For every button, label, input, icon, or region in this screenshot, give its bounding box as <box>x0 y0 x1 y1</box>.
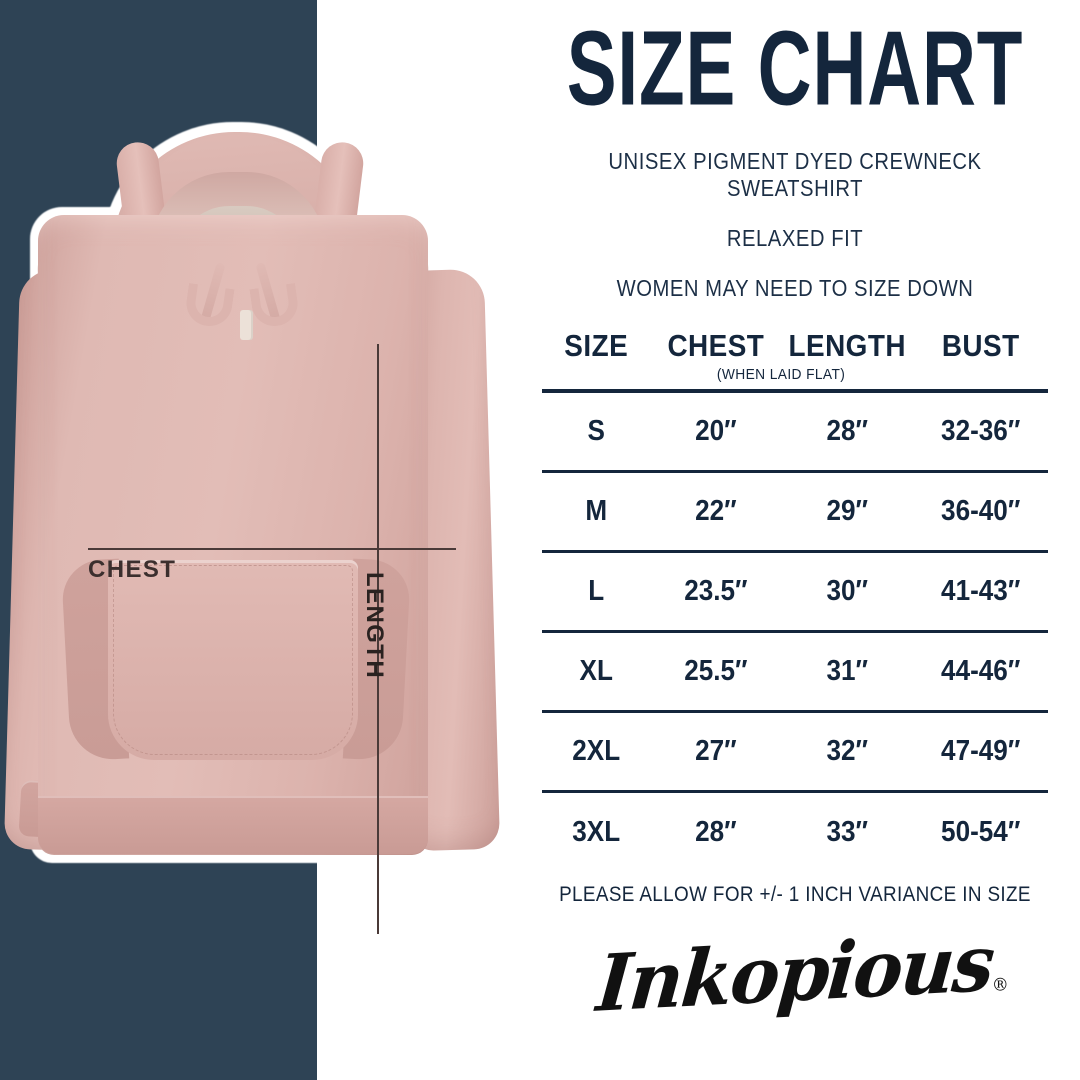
table-header-row: SIZE CHEST LENGTH BUST <box>542 328 1048 366</box>
cell-size: M <box>547 469 646 552</box>
column-header-size: SIZE <box>564 328 629 364</box>
variance-note: PLEASE ALLOW FOR +/- 1 INCH VARIANCE IN … <box>559 883 1031 907</box>
when-laid-flat-note: (WHEN LAID FLAT) <box>717 366 846 384</box>
subtitle-product: UNISEX PIGMENT DYED CREWNECK SWEATSHIRT <box>608 148 982 202</box>
table-row: 3XL 28″ 33″ 50-54″ <box>542 789 1048 872</box>
subtitle-fit: RELAXED FIT <box>726 225 864 252</box>
chest-measurement-label: CHEST <box>88 556 177 583</box>
cell-bust: 50-54″ <box>919 789 1042 872</box>
brand-logo-text: Inkopious <box>593 918 997 1031</box>
kangaroo-pocket <box>108 560 358 760</box>
table-row: L 23.5″ 30″ 41-43″ <box>542 549 1048 632</box>
table-body: S 20″ 28″ 32-36″ M 22″ 29″ 36-40″ L 23.5″ 30″ 41-43… <box>542 389 1048 872</box>
table-subnote-row: (WHEN LAID FLAT) <box>542 366 1048 391</box>
cell-chest: 28″ <box>657 789 776 872</box>
cell-chest: 27″ <box>657 709 776 792</box>
cell-bust: 36-40″ <box>919 469 1042 552</box>
table-row: M 22″ 29″ 36-40″ <box>542 469 1048 552</box>
cell-size: 3XL <box>547 789 646 872</box>
table-row: XL 25.5″ 31″ 44-46″ <box>542 629 1048 712</box>
cell-size: S <box>547 389 646 472</box>
measurements-table-wrapper: SIZE CHEST LENGTH BUST (WHEN LAID FLAT) … <box>510 328 1080 872</box>
column-header-length: LENGTH <box>788 328 907 364</box>
table-row: S 20″ 28″ 32-36″ <box>542 389 1048 472</box>
subnote-spacer-right <box>918 366 1043 391</box>
brand-logo: Inkopious ® <box>593 918 1006 1031</box>
cell-size: XL <box>547 629 646 712</box>
cell-size: L <box>547 549 646 632</box>
subnote-spacer-left <box>546 366 646 391</box>
table-head: SIZE CHEST LENGTH BUST (WHEN LAID FLAT) <box>542 328 1048 391</box>
cell-bust: 47-49″ <box>919 709 1042 792</box>
cell-chest: 22″ <box>657 469 776 552</box>
cell-length: 33″ <box>788 789 907 872</box>
cell-bust: 44-46″ <box>919 629 1042 712</box>
sweatshirt-photo: CHEST LENGTH <box>0 120 510 934</box>
product-image-panel: CHEST LENGTH <box>0 0 510 1080</box>
cell-chest: 23.5″ <box>657 549 776 632</box>
cell-length: 31″ <box>788 629 907 712</box>
column-header-bust: BUST <box>941 328 1020 364</box>
cell-bust: 41-43″ <box>919 549 1042 632</box>
drawstring-aglet <box>240 310 253 340</box>
cell-chest: 25.5″ <box>657 629 776 712</box>
cell-chest: 20″ <box>657 389 776 472</box>
size-chart-content: SIZE CHART UNISEX PIGMENT DYED CREWNECK … <box>510 0 1080 1080</box>
cell-length: 28″ <box>788 389 907 472</box>
page-title: SIZE CHART <box>566 9 1024 128</box>
chest-measurement-line <box>88 548 456 550</box>
cell-length: 29″ <box>788 469 907 552</box>
cell-size: 2XL <box>547 709 646 792</box>
cell-length: 30″ <box>788 549 907 632</box>
measurements-table: SIZE CHEST LENGTH BUST (WHEN LAID FLAT) … <box>542 328 1048 872</box>
bottom-hem <box>38 796 428 854</box>
registered-trademark-icon: ® <box>991 975 1007 997</box>
cell-length: 32″ <box>788 709 907 792</box>
cell-bust: 32-36″ <box>919 389 1042 472</box>
length-measurement-line <box>377 344 379 934</box>
column-header-chest: CHEST <box>667 328 765 364</box>
table-row: 2XL 27″ 32″ 47-49″ <box>542 709 1048 792</box>
length-measurement-label: LENGTH <box>361 572 388 680</box>
brand-logo-wrapper: Inkopious ® <box>510 919 1080 1031</box>
subtitle-sizing-advice: WOMEN MAY NEED TO SIZE DOWN <box>616 275 974 302</box>
